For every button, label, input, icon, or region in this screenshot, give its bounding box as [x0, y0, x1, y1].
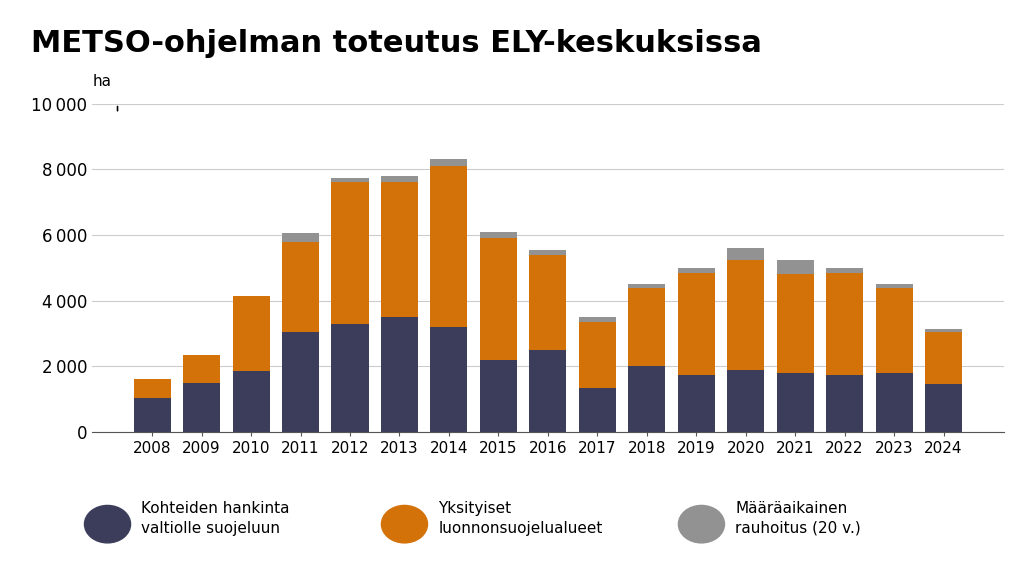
Bar	[727, 248, 764, 260]
Bar	[480, 238, 517, 360]
Bar	[925, 332, 963, 384]
Text: Yksityiset
luonnonsuojelualueet: Yksityiset luonnonsuojelualueet	[438, 501, 603, 536]
Bar	[678, 268, 715, 273]
Bar	[925, 384, 963, 432]
Bar	[678, 374, 715, 432]
Bar	[332, 177, 369, 183]
Bar	[876, 284, 912, 287]
Bar	[430, 327, 468, 432]
Bar	[332, 324, 369, 432]
Bar	[183, 383, 220, 432]
Bar	[776, 260, 814, 274]
Bar	[876, 287, 912, 373]
Bar	[381, 183, 418, 317]
Bar	[480, 360, 517, 432]
Bar	[826, 268, 863, 273]
Bar	[776, 274, 814, 373]
Bar	[381, 317, 418, 432]
Bar	[826, 374, 863, 432]
Bar	[678, 273, 715, 374]
Bar	[579, 388, 615, 432]
Bar	[480, 232, 517, 238]
Bar	[282, 332, 319, 432]
Bar	[232, 295, 269, 372]
Bar	[332, 183, 369, 324]
Bar	[727, 260, 764, 370]
Bar	[876, 373, 912, 432]
Bar	[133, 380, 171, 397]
Bar	[826, 273, 863, 374]
Bar	[282, 241, 319, 332]
Bar	[282, 233, 319, 241]
Bar	[232, 372, 269, 432]
Bar	[579, 322, 615, 388]
Bar	[381, 176, 418, 183]
Text: ha: ha	[92, 74, 112, 89]
Text: METSO-ohjelman toteutus ELY-keskuksissa: METSO-ohjelman toteutus ELY-keskuksissa	[31, 29, 762, 58]
Bar	[430, 160, 468, 166]
Bar	[430, 166, 468, 327]
Bar	[579, 317, 615, 322]
Bar	[529, 350, 566, 432]
Bar	[183, 355, 220, 383]
Bar	[776, 373, 814, 432]
Bar	[529, 250, 566, 255]
Bar	[727, 370, 764, 432]
Bar	[628, 284, 666, 287]
Text: Kohteiden hankinta
valtiolle suojeluun: Kohteiden hankinta valtiolle suojeluun	[141, 501, 290, 536]
Bar	[133, 397, 171, 432]
Bar	[925, 328, 963, 332]
Text: Määräaikainen
rauhoitus (20 v.): Määräaikainen rauhoitus (20 v.)	[735, 501, 861, 536]
Bar	[628, 366, 666, 432]
Bar	[529, 255, 566, 350]
Bar	[628, 287, 666, 366]
